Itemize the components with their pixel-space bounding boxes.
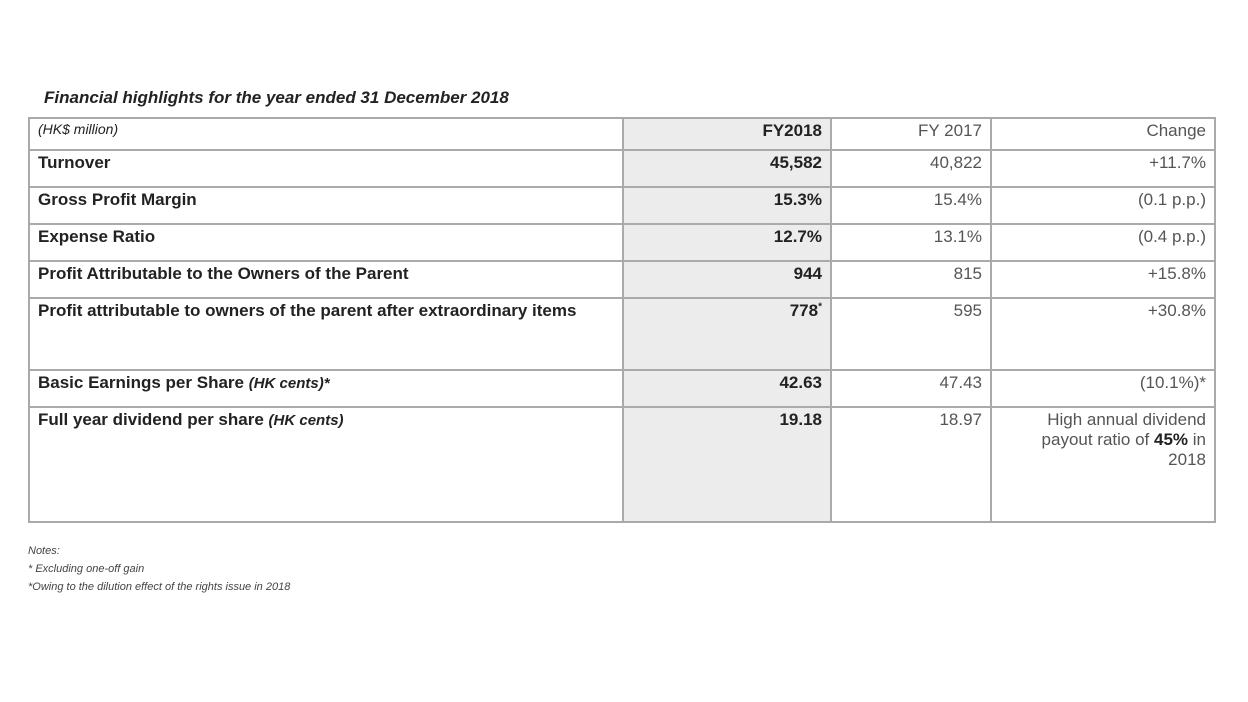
fy2018-value: 12.7% — [622, 223, 832, 262]
change-value: (0.1 p.p.) — [990, 186, 1216, 225]
row-label: Full year dividend per share (HK cents) — [28, 406, 624, 523]
fy2017-value: 815 — [830, 260, 992, 299]
fy2018-value: 42.63 — [622, 369, 832, 408]
fy2018-value: 944 — [622, 260, 832, 299]
footnote-mark: * — [818, 301, 822, 313]
table-row: Turnover 45,582 40,822 +11.7% — [28, 149, 1216, 188]
fy2017-value: 47.43 — [830, 369, 992, 408]
label-note: (HK cents) — [268, 412, 344, 429]
label-text: Basic Earnings per Share — [38, 373, 244, 392]
fy2018-value: 45,582 — [622, 149, 832, 188]
fy2017-value: 595 — [830, 297, 992, 371]
notes: Notes: * Excluding one-off gain *Owing t… — [28, 544, 290, 594]
change-header: Change — [990, 117, 1216, 151]
label-text: Full year dividend per share — [38, 410, 264, 429]
change-value: (10.1%)* — [990, 369, 1216, 408]
table-header-row: (HK$ million) FY2018 FY 2017 Change — [28, 117, 1216, 151]
table-title: Financial highlights for the year ended … — [44, 88, 509, 107]
row-label: Gross Profit Margin — [28, 186, 624, 225]
fy2017-value: 15.4% — [830, 186, 992, 225]
payout-ratio: 45% — [1154, 430, 1189, 449]
fy2017-header: FY 2017 — [830, 117, 992, 151]
fy2018-value: 15.3% — [622, 186, 832, 225]
fy2018-value: 778* — [622, 297, 832, 371]
change-value: +30.8% — [990, 297, 1216, 371]
fy2017-value: 13.1% — [830, 223, 992, 262]
fy2018-header: FY2018 — [622, 117, 832, 151]
change-text: in 2018 — [1168, 430, 1206, 469]
note-item: * Excluding one-off gain — [28, 563, 145, 575]
row-label: Profit Attributable to the Owners of the… — [28, 260, 624, 299]
fy2017-value: 40,822 — [830, 149, 992, 188]
row-label: Expense Ratio — [28, 223, 624, 262]
row-label: Profit attributable to owners of the par… — [28, 297, 624, 371]
table-row: Profit Attributable to the Owners of the… — [28, 260, 1216, 299]
table-row: Expense Ratio 12.7% 13.1% (0.4 p.p.) — [28, 223, 1216, 262]
table-row: Profit attributable to owners of the par… — [28, 297, 1216, 371]
value-text: 778 — [789, 301, 819, 320]
change-text: High annual dividend payout ratio of — [1041, 410, 1206, 449]
row-label: Basic Earnings per Share (HK cents)* — [28, 369, 624, 408]
fy2018-value: 19.18 — [622, 406, 832, 523]
label-note: (HK cents)* — [248, 375, 330, 392]
notes-heading: Notes: — [28, 545, 60, 557]
table-row: Gross Profit Margin 15.3% 15.4% (0.1 p.p… — [28, 186, 1216, 225]
unit-header: (HK$ million) — [28, 117, 624, 151]
fy2017-value: 18.97 — [830, 406, 992, 523]
change-value: +11.7% — [990, 149, 1216, 188]
table-row: Basic Earnings per Share (HK cents)* 42.… — [28, 369, 1216, 408]
note-item: *Owing to the dilution effect of the rig… — [28, 581, 291, 593]
row-label: Turnover — [28, 149, 624, 188]
change-value: (0.4 p.p.) — [990, 223, 1216, 262]
change-value: High annual dividend payout ratio of 45%… — [990, 406, 1216, 523]
financial-highlights-table: (HK$ million) FY2018 FY 2017 Change Turn… — [28, 117, 1216, 523]
change-value: +15.8% — [990, 260, 1216, 299]
table-row: Full year dividend per share (HK cents) … — [28, 406, 1216, 523]
